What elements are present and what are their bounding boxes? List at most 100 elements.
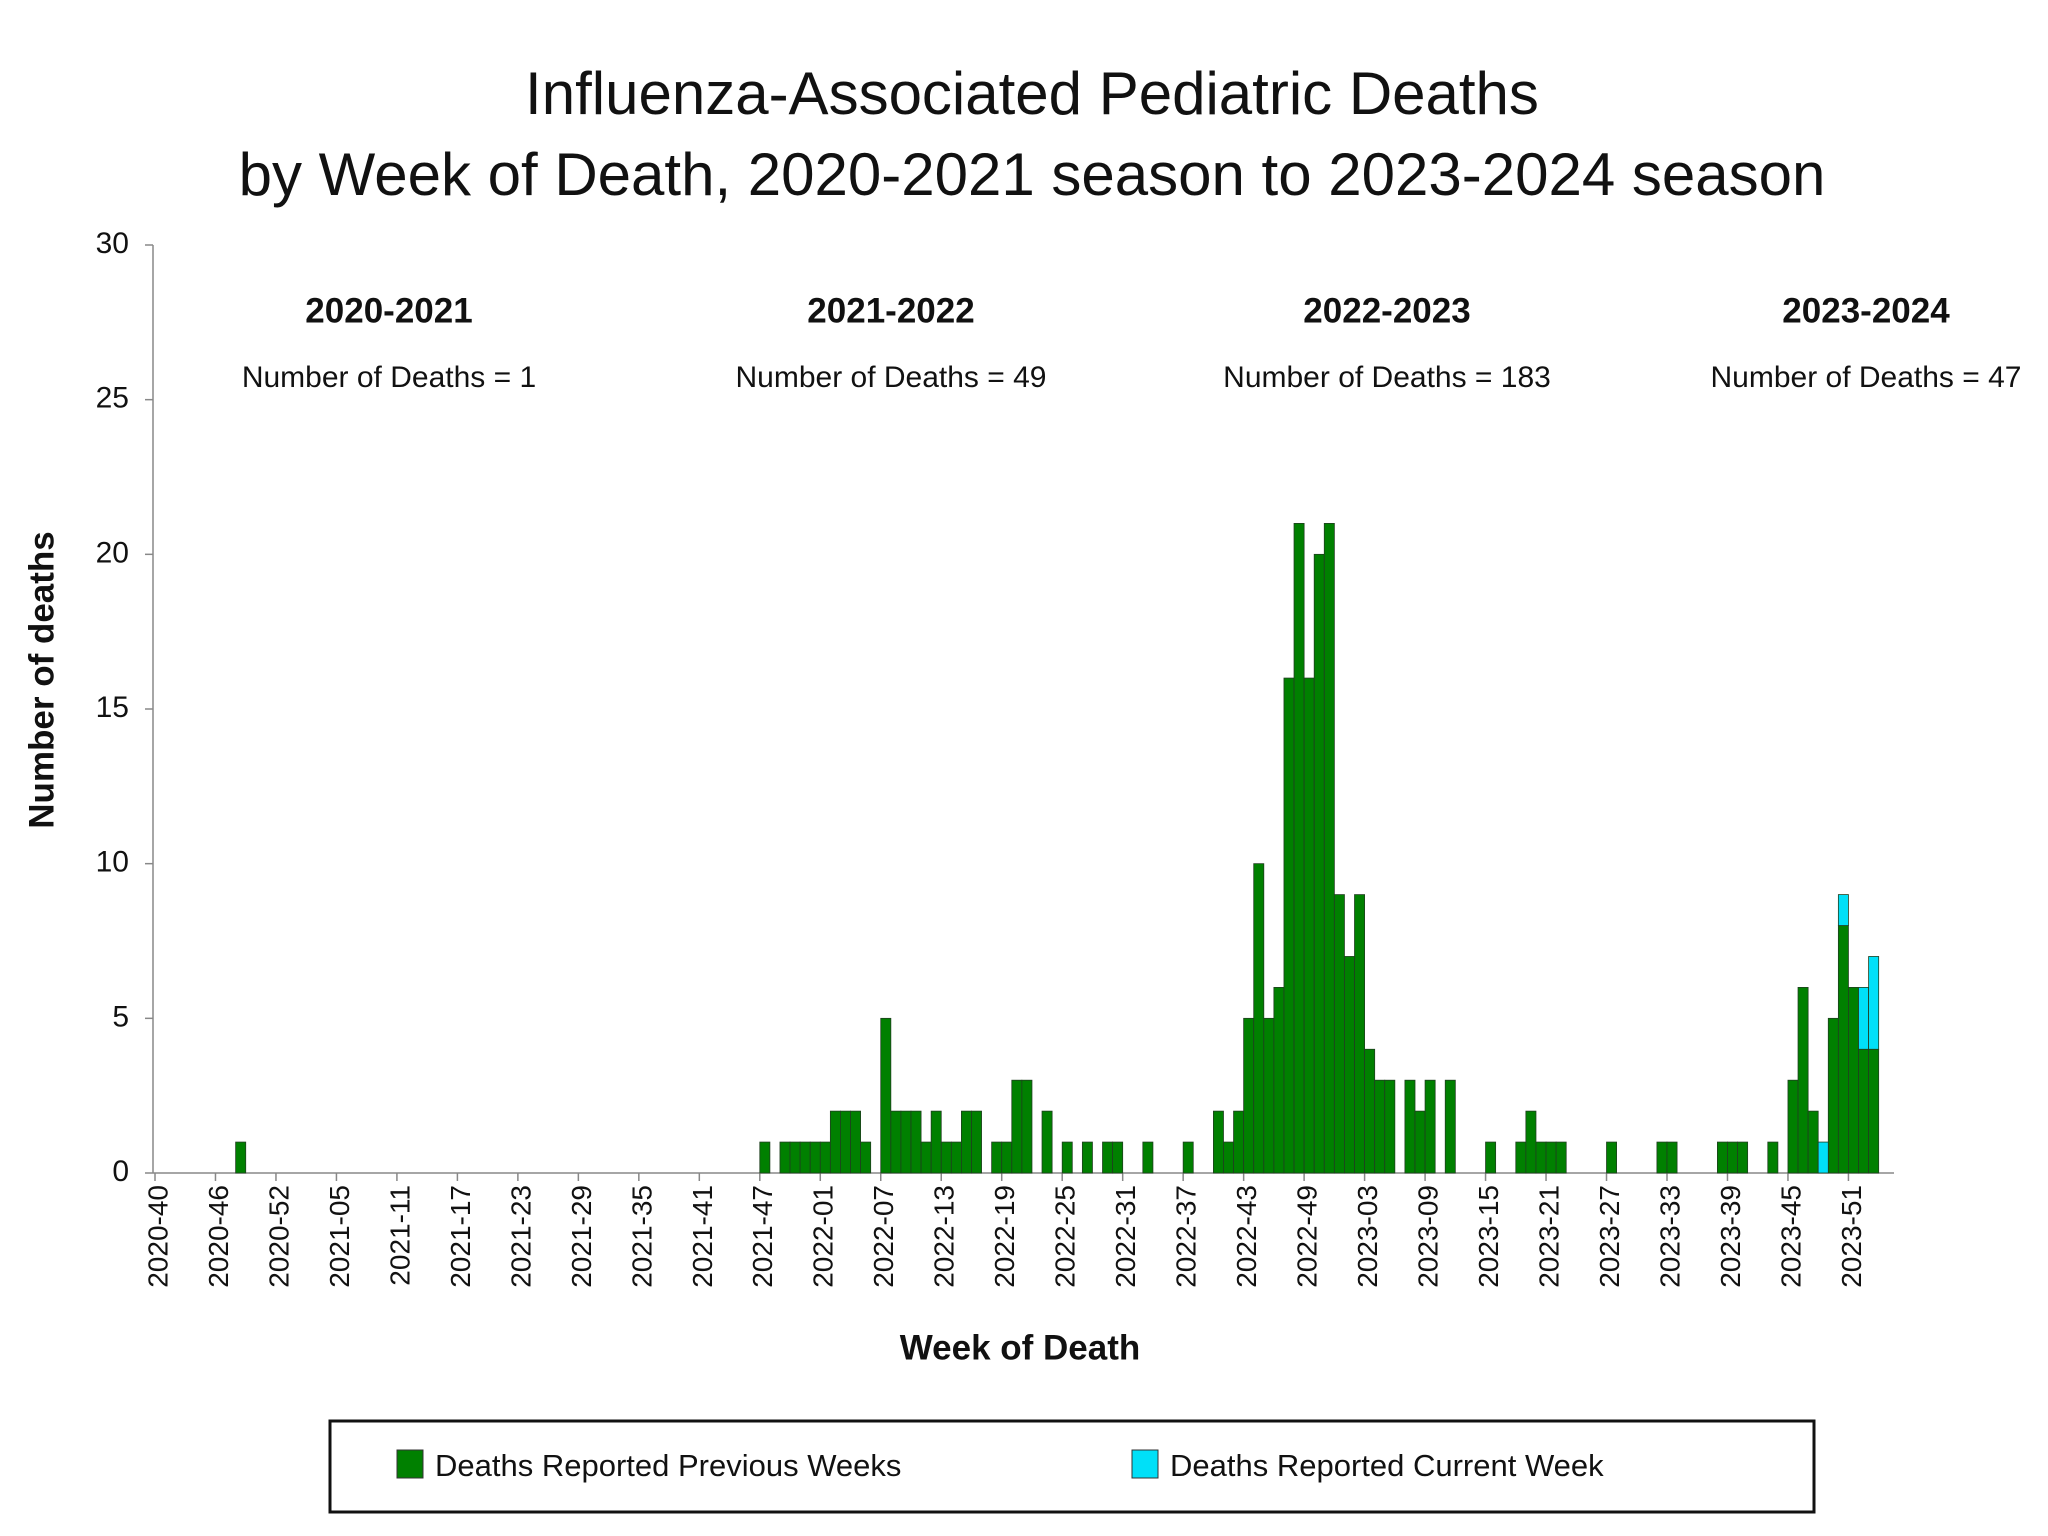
bar [880, 1017, 892, 1174]
y-tick-label: 0 [112, 1155, 129, 1188]
bar [829, 1110, 841, 1174]
legend-label: Deaths Reported Previous Weeks [435, 1448, 901, 1483]
bar [1081, 1141, 1093, 1174]
x-tick-label: 2020-40 [142, 1185, 173, 1288]
bar [1444, 1079, 1456, 1174]
x-tick-label: 2021-17 [445, 1185, 476, 1288]
bar [1011, 1079, 1023, 1174]
season-label: 2023-2024 [1782, 291, 1950, 330]
chart-title: Influenza-Associated Pediatric Deaths [525, 60, 1539, 127]
bar [1374, 1079, 1386, 1174]
bar [799, 1141, 811, 1174]
bar [1313, 553, 1325, 1174]
chart-title: by Week of Death, 2020-2021 season to 20… [239, 141, 1826, 208]
bar [900, 1110, 912, 1174]
bar [1807, 1110, 1819, 1174]
legend-swatch [396, 1449, 424, 1479]
bar [1384, 1079, 1396, 1174]
x-tick-label: 2020-46 [203, 1185, 234, 1288]
bar [1606, 1141, 1618, 1174]
bar [930, 1110, 942, 1174]
bar [1243, 1017, 1255, 1174]
bar [1858, 1048, 1870, 1174]
bar [1213, 1110, 1224, 1174]
bar [1717, 1141, 1728, 1174]
bar [1485, 1141, 1497, 1174]
bar [1364, 1048, 1376, 1174]
bar [1837, 925, 1849, 1174]
bar [1656, 1141, 1668, 1174]
x-tick-label: 2023-21 [1533, 1185, 1564, 1288]
legend-swatch [1131, 1449, 1159, 1479]
x-tick-label: 2023-27 [1594, 1185, 1625, 1288]
bar [1182, 1141, 1194, 1174]
bar [1837, 894, 1849, 926]
season-label: 2022-2023 [1303, 291, 1470, 330]
bar [1827, 1017, 1839, 1174]
bar [850, 1110, 862, 1174]
bar [860, 1141, 872, 1174]
bar [1253, 863, 1265, 1174]
bar [1112, 1141, 1124, 1174]
bar [1041, 1110, 1053, 1174]
x-tick-label: 2022-49 [1292, 1185, 1323, 1288]
bar [789, 1141, 801, 1174]
x-tick-label: 2023-09 [1413, 1185, 1444, 1288]
y-tick-label: 20 [96, 536, 129, 569]
bar [910, 1110, 922, 1174]
x-tick-label: 2022-43 [1231, 1185, 1262, 1288]
bar [235, 1141, 247, 1174]
bar [1868, 956, 1880, 1050]
season-count: Number of Deaths = 1 [242, 361, 536, 394]
bar [1354, 894, 1366, 1174]
y-tick-label: 10 [96, 846, 129, 879]
x-tick-label: 2023-39 [1715, 1185, 1746, 1288]
bar [920, 1141, 932, 1174]
bar [1525, 1110, 1537, 1174]
bar [1767, 1141, 1779, 1174]
bar [991, 1141, 1003, 1174]
bar [1344, 956, 1355, 1174]
x-tick-label: 2023-45 [1775, 1185, 1806, 1288]
bar [1797, 987, 1809, 1174]
bar [1102, 1141, 1114, 1174]
bar [819, 1141, 831, 1174]
y-axis-title: Number of deaths [22, 531, 61, 829]
bar [1273, 987, 1285, 1174]
season-count: Number of Deaths = 183 [1223, 361, 1551, 394]
bar [1001, 1141, 1013, 1174]
x-tick-label: 2021-41 [687, 1185, 718, 1288]
y-tick-label: 5 [112, 1000, 129, 1033]
legend-box [328, 1419, 1816, 1514]
x-tick-label: 2020-52 [263, 1185, 294, 1288]
bar [1545, 1141, 1557, 1174]
bar [890, 1110, 902, 1174]
bar [779, 1141, 791, 1174]
season-label: 2020-2021 [305, 291, 472, 330]
bar [840, 1110, 851, 1174]
season-count: Number of Deaths = 47 [1710, 361, 2021, 394]
bar [1233, 1110, 1245, 1174]
season-count: Number of Deaths = 49 [735, 361, 1046, 394]
bar [1414, 1110, 1426, 1174]
bar [1817, 1141, 1829, 1174]
bar [1424, 1079, 1436, 1174]
x-tick-label: 2021-05 [324, 1185, 355, 1288]
bar [950, 1141, 962, 1174]
x-tick-label: 2023-51 [1836, 1185, 1867, 1288]
bar [1333, 894, 1345, 1174]
legend-label: Deaths Reported Current Week [1170, 1448, 1604, 1483]
x-tick-label: 2022-25 [1050, 1185, 1081, 1288]
x-tick-label: 2022-37 [1171, 1185, 1202, 1288]
bar [1263, 1017, 1275, 1174]
x-tick-label: 2021-47 [747, 1185, 778, 1288]
bar [1323, 523, 1335, 1174]
y-tick-label: 15 [96, 691, 129, 724]
x-tick-label: 2022-01 [808, 1185, 839, 1288]
x-tick-label: 2021-11 [384, 1185, 415, 1286]
bar [1868, 1048, 1880, 1174]
bar [1737, 1141, 1749, 1174]
bar [1283, 677, 1295, 1174]
x-tick-label: 2021-35 [626, 1185, 657, 1288]
